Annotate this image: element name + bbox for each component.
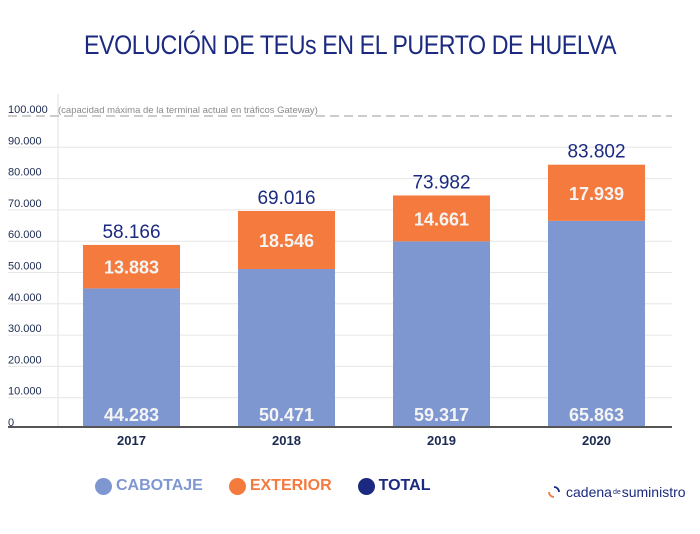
capacity-annotation: (capacidad máxima de la terminal actual … xyxy=(58,105,318,116)
bar-label-cabotaje: 65.863 xyxy=(569,405,624,425)
legend-swatch-total xyxy=(357,477,375,495)
x-tick-label: 2020 xyxy=(582,433,611,448)
bar-exterior xyxy=(83,244,180,289)
brand-name-suffix: suministro xyxy=(621,484,686,500)
bar-label-cabotaje: 50.471 xyxy=(259,405,314,425)
total-label: 69.016 xyxy=(257,188,315,209)
total-label: 58.166 xyxy=(102,222,160,243)
x-tick-label: 2018 xyxy=(272,433,301,448)
bar-label-cabotaje: 44.283 xyxy=(104,405,159,425)
brand-logo: cadena de suministro xyxy=(548,484,686,500)
bar-label-exterior: 18.546 xyxy=(259,231,314,251)
bar-cabotaje xyxy=(548,220,645,427)
legend-item-total: TOTAL xyxy=(357,477,431,495)
brand-swirl-icon xyxy=(548,486,560,498)
y-tick-label: 10.000 xyxy=(8,386,42,398)
legend: CABOTAJE EXTERIOR TOTAL xyxy=(95,477,456,495)
bar-label-exterior: 14.661 xyxy=(414,209,469,229)
bar-label-exterior: 13.883 xyxy=(104,258,159,278)
brand-name-prefix: cadena xyxy=(566,484,612,500)
y-tick-label: 20.000 xyxy=(8,354,42,366)
y-tick-label: 40.000 xyxy=(8,292,42,304)
bar-exterior xyxy=(548,164,645,221)
x-tick-label: 2019 xyxy=(427,433,456,448)
legend-label-exterior: EXTERIOR xyxy=(249,477,332,494)
y-tick-label: 80.000 xyxy=(8,167,42,179)
total-label: 83.802 xyxy=(567,142,625,163)
bar-exterior xyxy=(238,210,335,270)
legend-swatch-exterior xyxy=(228,477,246,495)
brand-name-middle: de xyxy=(612,488,621,496)
bar-cabotaje xyxy=(83,288,180,427)
bar-cabotaje xyxy=(238,269,335,427)
legend-item-cabotaje: CABOTAJE xyxy=(95,477,203,495)
y-tick-label: 50.000 xyxy=(8,261,42,273)
y-tick-label: 30.000 xyxy=(8,323,42,335)
legend-label-cabotaje: CABOTAJE xyxy=(116,477,203,494)
y-tick-label: 90.000 xyxy=(8,135,42,147)
bar-label-exterior: 17.939 xyxy=(569,184,624,204)
legend-label-total: TOTAL xyxy=(378,477,431,494)
legend-swatch-cabotaje xyxy=(95,477,112,495)
y-tick-label: 60.000 xyxy=(8,229,42,241)
bar-cabotaje xyxy=(393,241,490,427)
bar-label-cabotaje: 59.317 xyxy=(414,405,469,425)
x-tick-label: 2017 xyxy=(117,433,146,448)
legend-item-exterior: EXTERIOR xyxy=(228,477,332,495)
y-tick-label: 100.000 xyxy=(8,104,48,116)
y-tick-label: 70.000 xyxy=(8,198,42,210)
y-tick-label: 0 xyxy=(8,417,14,429)
bar-exterior xyxy=(393,195,490,242)
chart-title: EVOLUCIÓN DE TEUs EN EL PUERTO DE HUELVA xyxy=(83,30,617,60)
total-label: 73.982 xyxy=(412,172,470,193)
